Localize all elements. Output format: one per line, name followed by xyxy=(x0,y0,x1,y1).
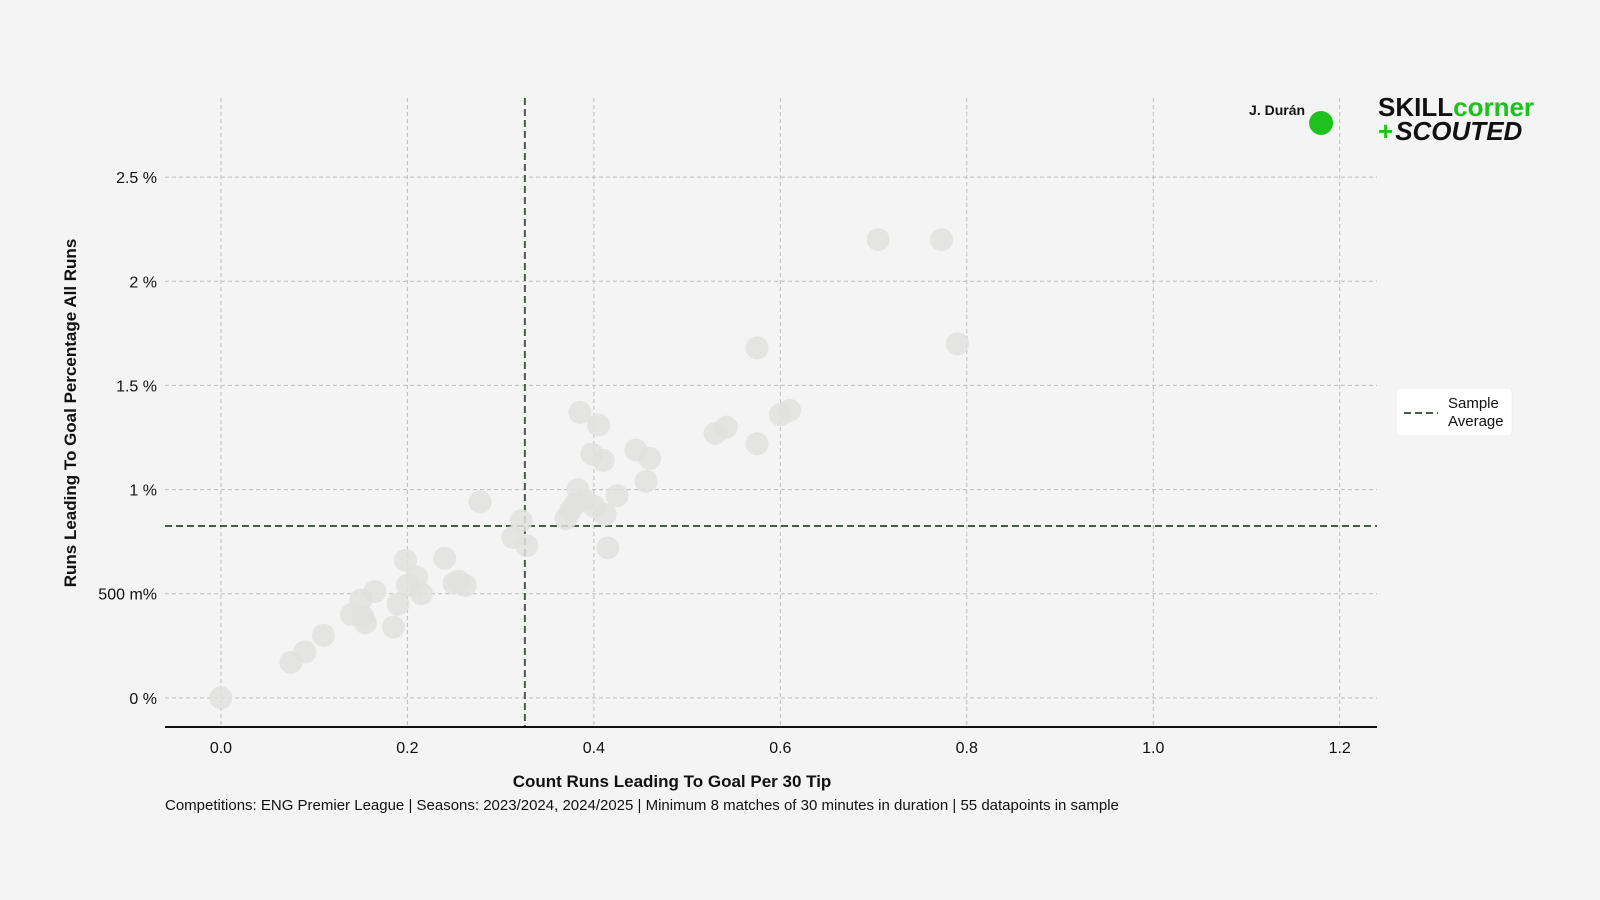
data-point xyxy=(386,592,410,616)
data-point xyxy=(209,686,233,710)
logo-line1: SKILLcorner xyxy=(1378,92,1534,122)
data-point xyxy=(311,623,335,647)
footnote: Competitions: ENG Premier League | Seaso… xyxy=(165,797,1119,814)
data-point xyxy=(945,332,969,356)
y-tick-label: 1 % xyxy=(129,483,157,500)
data-point xyxy=(778,398,802,422)
data-point xyxy=(293,640,317,664)
data-point xyxy=(509,509,533,533)
grid-lines xyxy=(165,98,1377,727)
y-tick-label: 1.5 % xyxy=(116,378,157,395)
data-point xyxy=(638,446,662,470)
skillcorner-scouted-logo: SKILLcorner +SCOUTED xyxy=(1378,92,1534,146)
tick-labels: 0.0 0.2 0.4 0.6 0.8 1.0 1.2 0 % 500 m% 1 % 1.5 % 2 … xyxy=(98,170,1351,757)
data-point xyxy=(587,413,611,437)
highlight-label: J. Durán xyxy=(1249,102,1305,118)
x-tick-label: 1.2 xyxy=(1329,740,1351,757)
data-point xyxy=(468,490,492,514)
x-axis-title: Count Runs Leading To Goal Per 30 Tip xyxy=(513,772,832,791)
legend-label-line1: Sample xyxy=(1448,395,1499,412)
y-tick-label: 2.5 % xyxy=(116,170,157,187)
data-point xyxy=(745,336,769,360)
data-point xyxy=(409,582,433,606)
data-point xyxy=(363,580,387,604)
data-point xyxy=(453,573,477,597)
data-point xyxy=(381,615,405,639)
data-point xyxy=(930,228,954,252)
data-point xyxy=(593,503,617,527)
data-point xyxy=(568,401,592,424)
data-point xyxy=(714,415,738,439)
y-tick-label: 500 m% xyxy=(98,587,157,604)
x-tick-label: 0.2 xyxy=(396,740,418,757)
x-tick-label: 0.4 xyxy=(583,740,605,757)
data-point xyxy=(605,484,629,508)
data-point xyxy=(866,228,890,252)
data-point xyxy=(433,546,457,570)
x-tick-label: 1.0 xyxy=(1142,740,1164,757)
y-tick-label: 0 % xyxy=(129,691,157,708)
legend-box xyxy=(1395,387,1513,437)
legend-label-line2: Average xyxy=(1448,413,1504,430)
logo-plus-text: + xyxy=(1378,116,1393,146)
y-tick-label: 2 % xyxy=(129,274,157,291)
x-tick-label: 0.8 xyxy=(956,740,978,757)
average-lines xyxy=(165,98,1377,727)
logo-corner-text: corner xyxy=(1453,92,1534,122)
data-point xyxy=(591,448,615,472)
data-point xyxy=(596,536,620,560)
data-point xyxy=(394,548,418,572)
y-axis-title: Runs Leading To Goal Percentage All Runs xyxy=(61,239,80,588)
data-point xyxy=(351,605,375,629)
legend: Sample Average xyxy=(1395,387,1513,437)
data-point xyxy=(634,469,658,493)
highlight-point xyxy=(1309,110,1334,135)
highlight-group: J. Durán xyxy=(1249,102,1334,135)
data-points xyxy=(209,228,969,710)
logo-line2: +SCOUTED xyxy=(1378,116,1523,146)
logo-skill-text: SKILL xyxy=(1378,92,1453,122)
x-tick-label: 0.0 xyxy=(210,740,232,757)
data-point xyxy=(745,432,769,456)
x-tick-label: 0.6 xyxy=(769,740,791,757)
logo-scouted-text: SCOUTED xyxy=(1395,116,1522,146)
data-point xyxy=(515,534,539,558)
